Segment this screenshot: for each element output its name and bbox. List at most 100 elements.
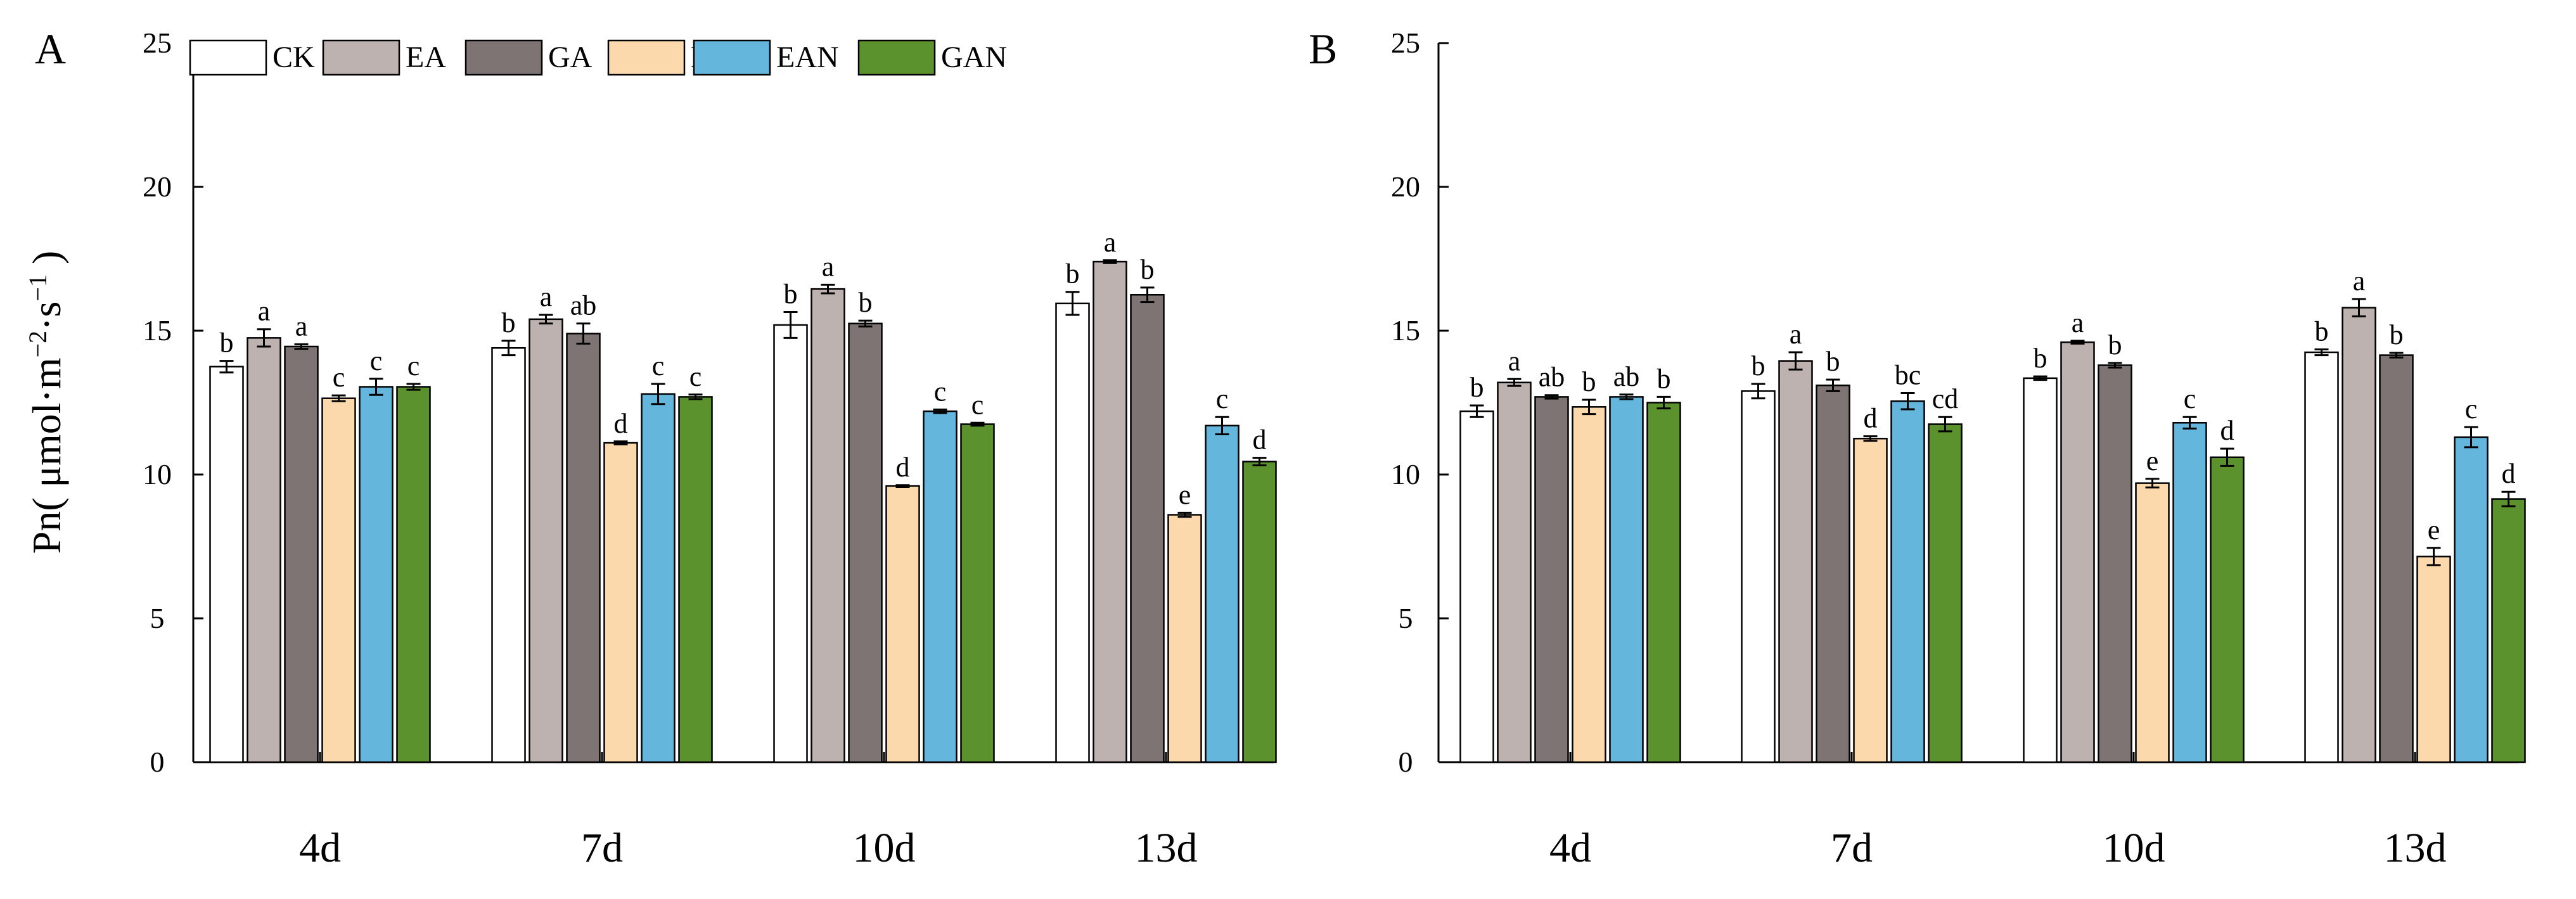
y-tick-label: 10 <box>143 458 172 490</box>
bar-ean <box>641 393 676 763</box>
y-axis-title: Pn( μmol·m−2·s−1 ) <box>23 251 69 554</box>
significance-letter: b <box>1066 258 1080 290</box>
significance-letter: c <box>407 350 420 381</box>
bar-n <box>1853 438 1888 763</box>
significance-letter: b <box>2390 319 2404 350</box>
bar-gan <box>2491 498 2526 763</box>
bar-n <box>2416 556 2451 763</box>
bar-ean <box>923 410 958 763</box>
bar-ean <box>1890 400 1925 763</box>
y-tick-label: 15 <box>143 314 172 347</box>
bar-ck <box>2023 377 2058 763</box>
significance-letter: a <box>258 296 271 327</box>
legend-label: EA <box>406 41 446 74</box>
x-tick-label: 13d <box>1135 825 1198 871</box>
legend: CKEAGANEANGAN <box>189 39 1007 76</box>
significance-letter: a <box>2072 307 2084 338</box>
significance-letter: b <box>784 278 798 309</box>
significance-letter: b <box>1657 363 1671 394</box>
legend-swatch-n <box>607 39 686 76</box>
x-tick-label: 4d <box>1549 825 1591 871</box>
bar-gan <box>2210 456 2245 763</box>
x-tick-label: 10d <box>853 825 916 871</box>
significance-letter: d <box>1864 403 1878 434</box>
bar-gan <box>1928 423 1963 763</box>
bar-ea <box>1497 381 1532 763</box>
significance-letter: b <box>1470 372 1484 403</box>
bar-gan <box>960 423 995 763</box>
significance-letter: c <box>2465 393 2478 424</box>
bar-ean <box>359 386 394 763</box>
significance-letter: a <box>1104 227 1117 258</box>
legend-swatch-ean <box>693 39 771 76</box>
bar-ea <box>247 337 281 763</box>
significance-letter: b <box>502 307 516 338</box>
significance-letter: a <box>1790 319 1802 350</box>
legend-label: GA <box>548 41 593 74</box>
significance-letter: b <box>2108 329 2122 360</box>
legend-label: EAN <box>776 41 839 74</box>
significance-letter: e <box>2428 514 2440 545</box>
y-tick-label: 10 <box>1391 458 1420 490</box>
bar-ean <box>2454 436 2489 763</box>
significance-letter: b <box>220 328 234 359</box>
bar-ck <box>491 347 526 763</box>
y-tick-label: 20 <box>143 170 172 203</box>
bar-n <box>1167 514 1202 763</box>
bar-n <box>2135 482 2170 763</box>
y-tick-label: 20 <box>1391 170 1420 203</box>
bar-gan <box>396 386 431 763</box>
significance-letter: a <box>540 281 553 312</box>
significance-letter: b <box>1826 346 1840 377</box>
bar-ean <box>2172 422 2207 763</box>
significance-letter: b <box>1752 350 1765 381</box>
significance-letter: a <box>295 310 308 341</box>
significance-letter: a <box>1508 345 1521 376</box>
bar-ea <box>811 288 845 763</box>
bar-ga <box>848 322 883 763</box>
bar-ga <box>1130 294 1165 763</box>
significance-letter: b <box>2034 343 2047 374</box>
y-tick-label: 0 <box>150 746 165 778</box>
bar-ea <box>1093 260 1127 763</box>
y-tick-label: 25 <box>143 27 172 59</box>
significance-letter: c <box>652 350 665 381</box>
bar-n <box>603 442 638 763</box>
bar-ga <box>284 345 319 763</box>
legend-swatch-ck <box>189 39 267 76</box>
legend-label: CK <box>272 41 315 74</box>
bar-ck <box>2304 351 2339 763</box>
y-tick-label: 25 <box>1391 27 1420 59</box>
panel-label: B <box>1309 25 1337 73</box>
y-tick-label: 5 <box>1399 602 1413 634</box>
legend-label: GAN <box>941 41 1007 74</box>
y-tick-label: 0 <box>1399 746 1413 778</box>
significance-letter: d <box>1253 424 1267 456</box>
bar-ck <box>209 366 244 763</box>
x-tick-label: 10d <box>2103 825 2165 871</box>
significance-letter: c <box>370 345 383 376</box>
bar-n <box>1572 406 1606 763</box>
significance-letter: a <box>2353 265 2366 296</box>
significance-letter: e <box>1179 479 1191 510</box>
significance-letter: b <box>1582 366 1596 397</box>
significance-letter: a <box>822 251 835 282</box>
bar-n <box>321 397 356 763</box>
significance-letter: bc <box>1895 360 1921 391</box>
significance-letter: c <box>333 362 345 393</box>
significance-letter: ab <box>1539 362 1565 393</box>
significance-letter: c <box>1216 383 1229 414</box>
significance-letter: cd <box>1932 383 1959 414</box>
significance-letter: ab <box>1613 361 1640 392</box>
significance-letter: c <box>689 361 702 392</box>
significance-letter: e <box>2146 445 2159 476</box>
bar-ga <box>2379 354 2414 763</box>
bar-ck <box>1741 390 1776 763</box>
significance-letter: c <box>934 376 947 407</box>
bar-ean <box>1609 396 1644 763</box>
significance-letter: b <box>859 287 873 318</box>
bar-ea <box>1778 360 1813 763</box>
